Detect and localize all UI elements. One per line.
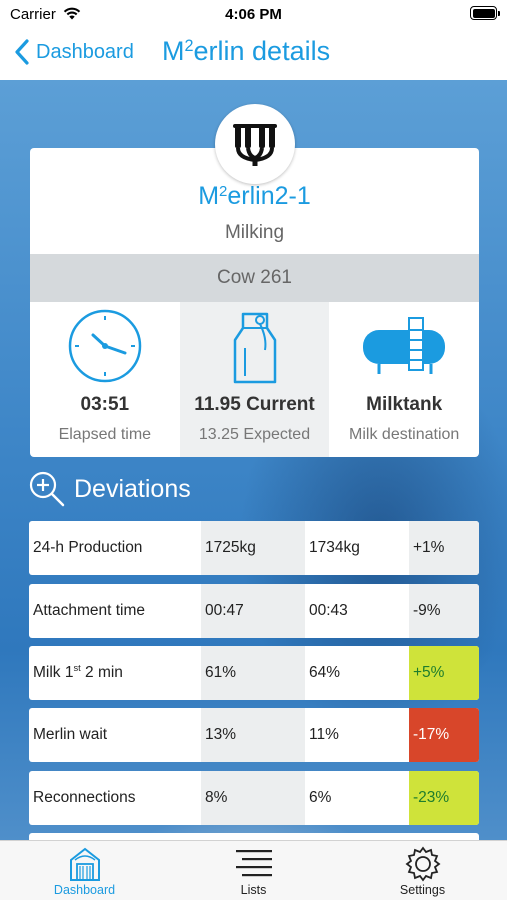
wifi-icon: [63, 7, 81, 20]
machine-state: Milking: [224, 222, 285, 243]
deviation-value-2: 64%: [309, 664, 341, 681]
status-bar: Carrier 4:06 PM: [0, 0, 507, 28]
cow-row: Cow 261: [30, 254, 479, 302]
zoom-in-icon: [29, 471, 65, 507]
deviations-title: Deviations: [74, 474, 191, 503]
back-button[interactable]: Dashboard: [12, 38, 134, 66]
tab-lists[interactable]: Lists: [169, 841, 338, 900]
deviation-value-1: 61%: [201, 646, 305, 700]
cow-label: Cow 261: [217, 267, 292, 288]
tab-settings-label: Settings: [399, 883, 446, 897]
elapsed-time-label: Elapsed time: [58, 426, 152, 443]
destination-value: Milktank: [366, 394, 443, 415]
deviation-change: +1%: [409, 521, 479, 575]
barn-icon: [69, 847, 100, 881]
deviation-row-production[interactable]: 24-h Production 1725kg 1734kg +1%: [29, 521, 479, 575]
machine-card: M2erlin2-1 Milking Cow 261 03:51 Elapsed…: [30, 148, 479, 457]
deviation-value-2: 1734kg: [309, 539, 360, 556]
destination-label: Milk destination: [349, 426, 460, 443]
deviation-row-attachment[interactable]: Attachment time 00:47 00:43 -9%: [29, 584, 479, 638]
elapsed-time-value: 03:51: [80, 394, 130, 415]
tab-settings[interactable]: Settings: [338, 841, 507, 900]
deviation-value-2: 11%: [309, 726, 339, 743]
deviation-value-2: 00:43: [309, 602, 348, 619]
tab-lists-label: Lists: [240, 883, 267, 897]
deviation-change: -17%: [409, 708, 479, 762]
deviation-row-milk-first-2min[interactable]: Milk 1st 2 min 61% 64% +5%: [29, 646, 479, 700]
deviation-value-1: 00:47: [201, 584, 305, 638]
deviation-name: Merlin wait: [33, 726, 108, 743]
page-title: M2erlin details: [162, 36, 331, 66]
tab-dashboard-label: Dashboard: [53, 883, 116, 897]
deviation-name: Attachment time: [33, 602, 145, 619]
deviation-row-merlin-wait[interactable]: Merlin wait 13% 11% -17%: [29, 708, 479, 762]
back-button-label: Dashboard: [36, 40, 134, 63]
deviation-value-1: 1725kg: [201, 521, 305, 575]
battery-icon: [470, 6, 500, 20]
deviation-row-partial[interactable]: [29, 833, 479, 843]
tab-bar: Dashboard Lists Settings: [0, 840, 507, 900]
gear-icon: [405, 846, 440, 882]
clock: 4:06 PM: [225, 6, 282, 23]
deviation-name: Milk 1st 2 min: [33, 662, 123, 681]
elapsed-time-cell: 03:51 Elapsed time: [30, 302, 180, 457]
machine-logo: [215, 104, 295, 184]
deviations-header[interactable]: Deviations: [28, 470, 191, 508]
clock-icon: [68, 309, 142, 383]
deviation-name: Reconnections: [33, 789, 136, 806]
deviation-change: -9%: [409, 584, 479, 638]
chevron-left-icon: [15, 39, 29, 65]
stats-row: 03:51 Elapsed time 11.95 Current 13.25 E…: [30, 302, 479, 457]
deviation-value-1: 8%: [201, 771, 305, 825]
milking-unit-icon: [233, 124, 277, 166]
deviation-value-1: 13%: [201, 708, 305, 762]
machine-name: M2erlin2-1: [198, 182, 311, 210]
deviation-change: +5%: [409, 646, 479, 700]
destination-cell: Milktank Milk destination: [329, 302, 479, 457]
deviation-row-reconnections[interactable]: Reconnections 8% 6% -23%: [29, 771, 479, 825]
milk-can-icon: [233, 312, 276, 384]
deviation-value-2: 6%: [309, 789, 332, 806]
carrier-label: Carrier: [10, 6, 56, 23]
current-yield-value: 11.95 Current: [194, 394, 315, 415]
deviation-name: 24-h Production: [33, 539, 143, 556]
tab-dashboard[interactable]: Dashboard: [0, 841, 169, 900]
deviation-change: -23%: [409, 771, 479, 825]
list-icon: [235, 850, 272, 877]
navigation-bar: Dashboard M2erlin details: [0, 28, 507, 80]
milk-tank-icon: [363, 317, 446, 374]
yield-cell: 11.95 Current 13.25 Expected: [179, 302, 330, 457]
expected-yield-label: 13.25 Expected: [198, 426, 311, 443]
